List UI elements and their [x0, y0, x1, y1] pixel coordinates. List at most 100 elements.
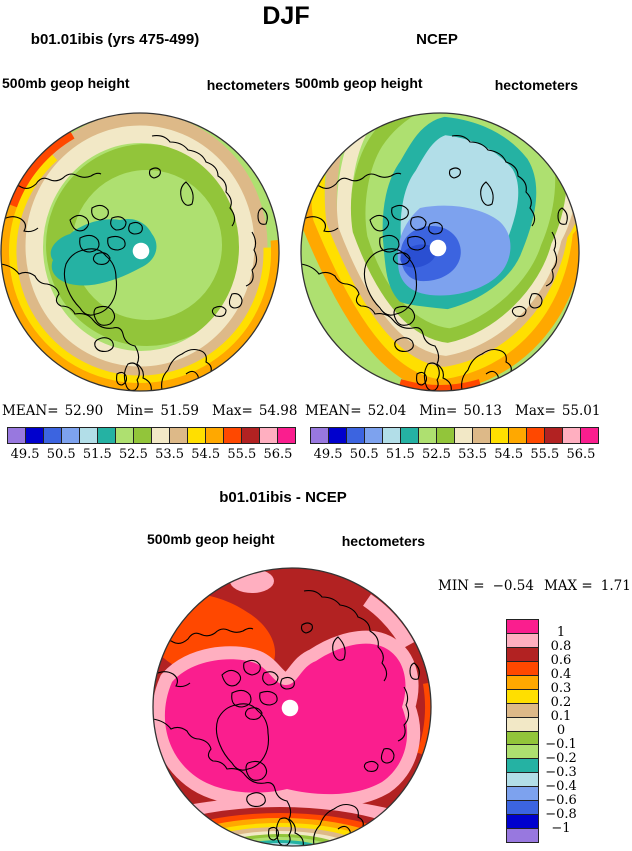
colorbar-level-label: 0.6 [550, 653, 572, 669]
ncep-colorbar [310, 427, 599, 444]
ncep-stats: MEAN= 52.04 Min= 50.13 Max= 55.01 [305, 403, 605, 419]
colorbar-cell-orange [507, 674, 538, 689]
model-units-label: hectometers [206, 77, 290, 93]
colorbar-cell-tan [169, 428, 187, 443]
model-panel-title: b01.01ibis (yrs 475-499) [30, 31, 200, 48]
mean-label: MEAN= [2, 403, 59, 419]
colorbar-cell-darkred [544, 428, 562, 443]
colorbar-tick-label: 50.5 [349, 447, 379, 462]
mean-label: MEAN= [305, 403, 362, 419]
pole-dot [429, 239, 447, 257]
max-label: MAX = [543, 578, 593, 594]
colorbar-cell-teal [400, 428, 418, 443]
contour-band-yellow [3, 150, 277, 389]
colorbar-cell-purple [507, 828, 538, 842]
colorbar-tick-label: 51.5 [385, 447, 415, 462]
diff-colorbar-labels: 1 0.8 0.6 0.4 0.3 0.2 0.1 0 −0.1 −0.2 −0.3 −0.4 −0.6… [541, 619, 581, 843]
contour-band-cream [19, 119, 263, 375]
diff-map [152, 567, 432, 847]
colorbar-level-label: −1 [551, 821, 571, 837]
diff-field-label: 500mb geop height [147, 531, 275, 547]
map-rim [300, 112, 580, 392]
colorbar-tick-label: 56.5 [566, 447, 596, 462]
colorbar-tick-label: 55.5 [227, 447, 257, 462]
max-label: Max= [212, 403, 253, 419]
colorbar-cell-palecyan [507, 772, 538, 787]
contour-band-tan [12, 113, 268, 380]
min-value: 51.59 [160, 403, 200, 419]
colorbar-cell-purple [311, 428, 328, 443]
colorbar-tick-label: 53.5 [155, 447, 185, 462]
colorbar-cell-darkblue [328, 428, 346, 443]
colorbar-cell-tan [507, 702, 538, 717]
colorbar-cell-olive [436, 428, 454, 443]
colorbar-tick-label: 54.5 [494, 447, 524, 462]
polar-low-core [400, 244, 436, 268]
diff-stats: MIN = −0.54 MAX = 1.71 [438, 578, 631, 594]
ncep-colorbar-ticks: 49.5 50.5 51.5 52.5 53.5 54.5 55.5 56.5 [310, 447, 599, 463]
mean-value: 52.04 [367, 403, 407, 419]
diff-panel-title: b01.01ibis - NCEP [219, 489, 347, 506]
colorbar-level-label: 0.8 [550, 639, 572, 655]
colorbar-tick-label: 56.5 [263, 447, 293, 462]
colorbar-cell-orange [205, 428, 223, 443]
max-value: 1.71 [600, 578, 631, 594]
colorbar-cell-orangered [507, 660, 538, 675]
colorbar-level-label: −0.6 [545, 793, 577, 809]
colorbar-cell-teal [507, 758, 538, 773]
colorbar-cell-magenta [507, 620, 538, 633]
ncep-field-label: 500mb geop height [295, 75, 423, 91]
colorbar-cell-royalblue [507, 800, 538, 815]
colorbar-level-label: −0.8 [545, 807, 577, 823]
model-colorbar-ticks: 49.5 50.5 51.5 52.5 53.5 54.5 55.5 56.5 [7, 447, 296, 463]
colorbar-cell-darkblue [507, 814, 538, 829]
colorbar-cell-orange [508, 428, 526, 443]
colorbar-cell-teal [97, 428, 115, 443]
colorbar-cell-orangered [223, 428, 241, 443]
colorbar-level-label: 0 [556, 723, 566, 739]
min-label: Min= [419, 403, 458, 419]
colorbar-tick-label: 49.5 [313, 447, 343, 462]
colorbar-level-label: −0.4 [545, 779, 577, 795]
colorbar-cell-pink [507, 632, 538, 647]
colorbar-tick-label: 50.5 [46, 447, 76, 462]
colorbar-cell-cream [151, 428, 169, 443]
colorbar-cell-royalblue [346, 428, 364, 443]
colorbar-cell-royalblue [43, 428, 61, 443]
model-colorbar [7, 427, 296, 444]
ncep-panel-title: NCEP [416, 31, 458, 48]
min-label: Min= [116, 403, 155, 419]
max-label: Max= [515, 403, 556, 419]
colorbar-level-label: 0.1 [550, 709, 572, 725]
min-value: −0.54 [492, 578, 534, 594]
colorbar-cell-darkblue [25, 428, 43, 443]
colorbar-tick-label: 53.5 [458, 447, 488, 462]
colorbar-tick-label: 55.5 [530, 447, 560, 462]
colorbar-cell-lightgreen [115, 428, 133, 443]
colorbar-cell-cornflower [507, 786, 538, 801]
colorbar-tick-label: 51.5 [82, 447, 112, 462]
colorbar-cell-magenta [580, 428, 598, 443]
colorbar-cell-purple [8, 428, 25, 443]
colorbar-level-label: −0.3 [545, 765, 577, 781]
colorbar-tick-label: 54.5 [191, 447, 221, 462]
pole-dot [281, 699, 299, 717]
colorbar-cell-orangered [526, 428, 544, 443]
contour-band-orange [1, 140, 279, 391]
ncep-units-label: hectometers [494, 77, 578, 93]
colorbar-cell-palecyan [382, 428, 400, 443]
mean-value: 52.90 [64, 403, 104, 419]
ncep-map [300, 112, 580, 392]
colorbar-cell-yellow [187, 428, 205, 443]
contour-band-yellow [310, 113, 579, 382]
colorbar-cell-palecyan [79, 428, 97, 443]
colorbar-cell-pink [259, 428, 277, 443]
colorbar-tick-label: 52.5 [118, 447, 148, 462]
max-value: 54.98 [258, 403, 298, 419]
diff-colorbar [506, 619, 539, 843]
model-map [0, 112, 280, 392]
colorbar-cell-yellow [507, 688, 538, 703]
colorbar-cell-lightgreen [418, 428, 436, 443]
colorbar-cell-lightgreen [507, 744, 538, 759]
colorbar-cell-pink [562, 428, 580, 443]
